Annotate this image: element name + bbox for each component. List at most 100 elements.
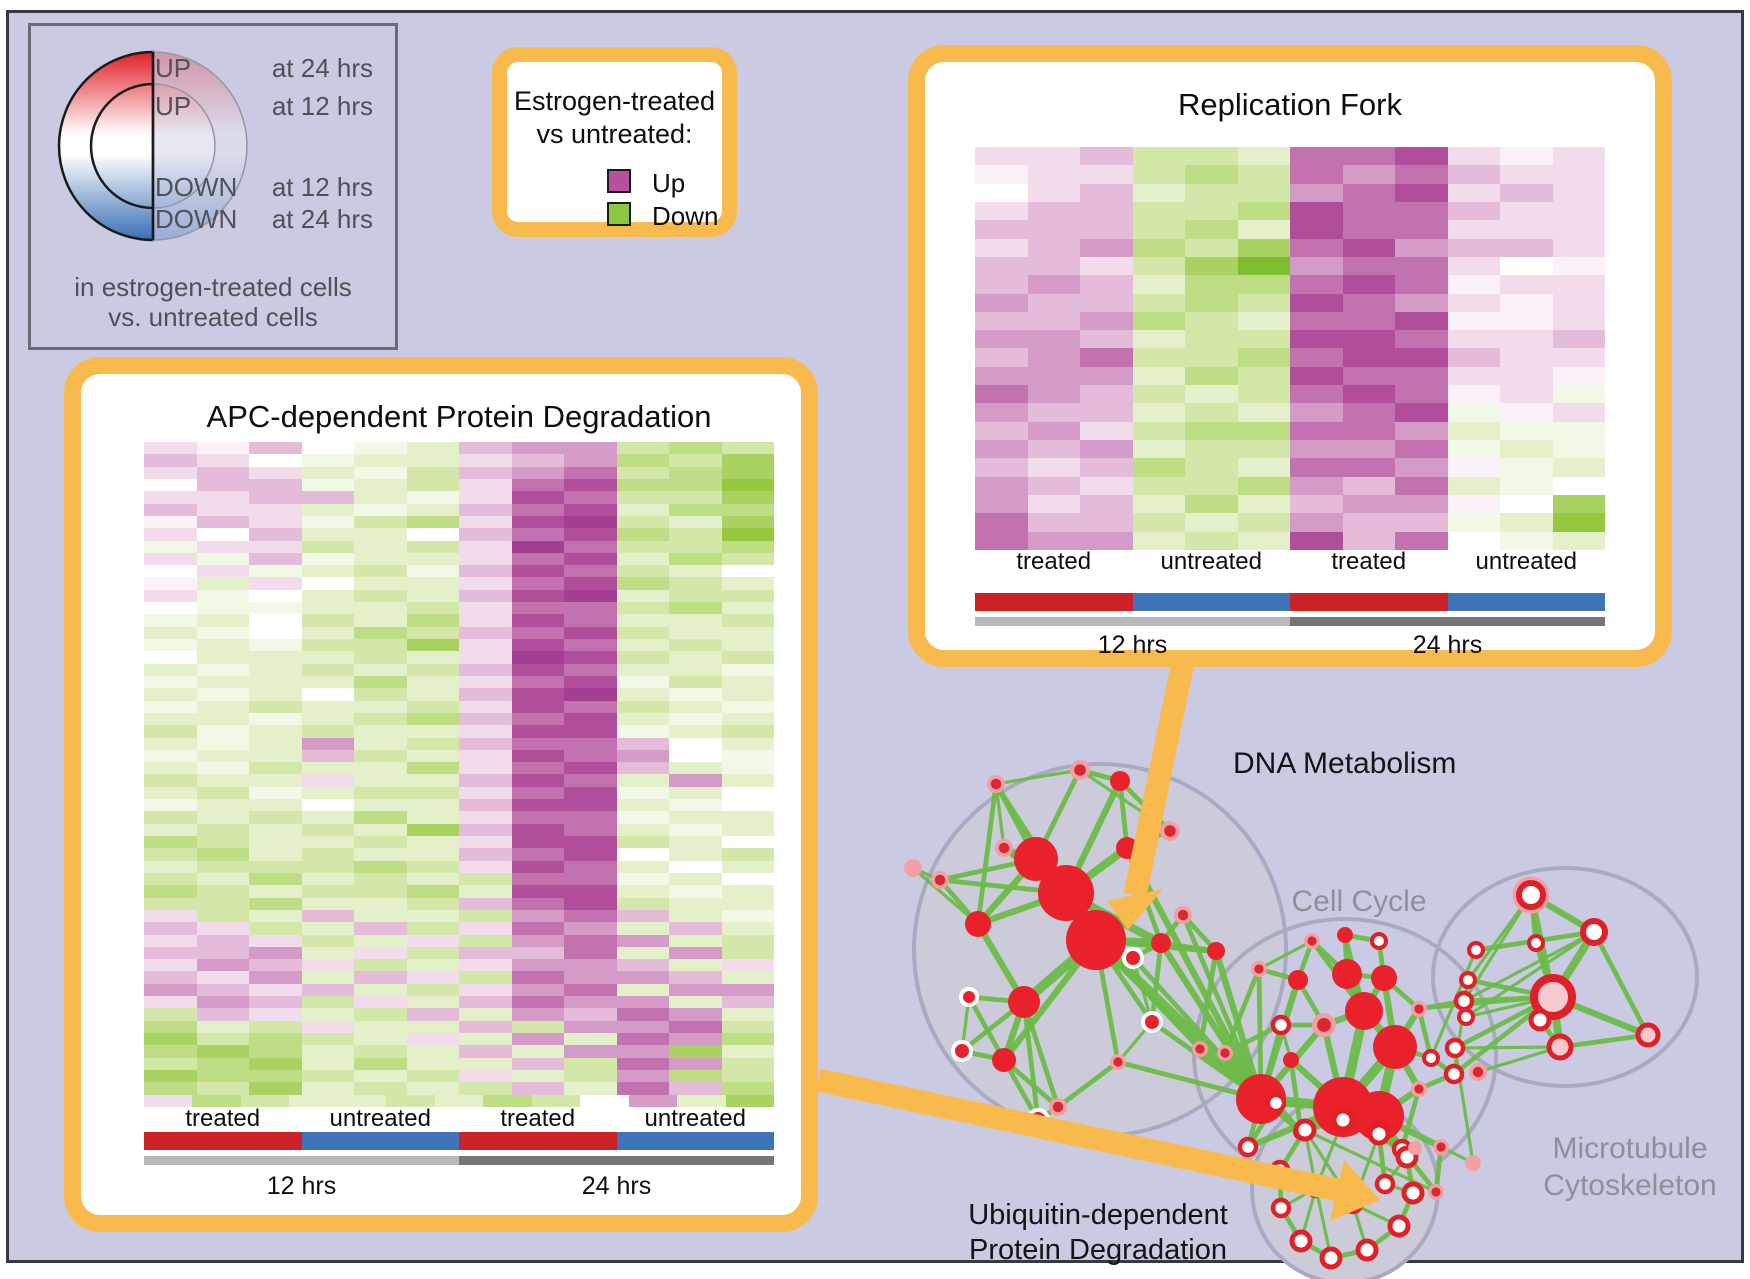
heatmap-cell: [511, 934, 564, 947]
network-edge: [1222, 1022, 1284, 1056]
network-edge: [1314, 1186, 1333, 1260]
heatmap-cell: [459, 823, 512, 836]
heatmap-cell: [249, 442, 302, 455]
heatmap-cell: [1395, 330, 1448, 349]
treatment-bar-segment: [301, 1132, 459, 1150]
time-label: 12 hrs: [266, 1172, 337, 1200]
heatmap-cell: [459, 565, 512, 578]
heatmap-cell: [1552, 165, 1605, 184]
heatmap-cell: [1395, 531, 1448, 550]
heatmap-cell: [289, 1094, 338, 1107]
heatmap-cell: [1447, 494, 1500, 514]
heatmap-cell: [721, 478, 774, 492]
treatment-bar-segment: [459, 1132, 617, 1150]
gene-node-pink: [1408, 1141, 1422, 1155]
heatmap-cell: [301, 515, 354, 529]
heatmap-cell: [721, 602, 774, 615]
heatmap-cell: [1447, 275, 1500, 294]
time-label: 24 hrs: [1412, 631, 1483, 659]
heatmap-cell: [1447, 385, 1500, 404]
heatmap-row: [975, 421, 1605, 440]
heatmap-cell: [1290, 513, 1343, 532]
heatmap-cell: [669, 614, 722, 627]
heatmap-cell: [511, 478, 564, 492]
heatmap-cell: [354, 1008, 407, 1021]
heatmap-cell: [1237, 476, 1290, 495]
heatmap-cell: [721, 725, 774, 738]
heatmap-cell: [511, 1008, 564, 1021]
heatmap-cell: [721, 663, 774, 676]
gene-node-red: [965, 911, 991, 937]
heatmap-cell: [1342, 348, 1395, 367]
gene-node-ring: [1270, 1197, 1292, 1219]
heatmap-cell: [196, 1020, 249, 1033]
network-edge: [1429, 948, 1478, 1060]
heatmap-cell: [406, 1033, 459, 1046]
gene-node-halo-core: [998, 842, 1010, 854]
heatmap-cell: [564, 885, 617, 898]
legend-direction-label: UP: [155, 91, 192, 121]
heatmap-cell: [354, 552, 407, 566]
heatmap-cell: [354, 786, 407, 800]
heatmap-cell: [1080, 513, 1133, 532]
network-edge: [1288, 1057, 1304, 1135]
heatmap-cell: [1185, 238, 1238, 257]
gene-node-halo-core: [1164, 825, 1176, 837]
heatmap-cell: [1395, 421, 1448, 440]
heatmap-cell: [1500, 220, 1553, 239]
heatmap-row: [144, 737, 774, 750]
heatmap-cell: [1552, 385, 1605, 404]
heatmap-cell: [301, 491, 354, 504]
heatmap-cell: [677, 1094, 726, 1107]
heatmap-cell: [459, 1020, 512, 1033]
heatmap-cell: [249, 552, 302, 566]
heatmap-cell: [406, 442, 459, 455]
heatmap-cell: [354, 515, 407, 529]
heatmap-cell: [354, 466, 407, 479]
heatmap-cell: [1185, 330, 1238, 349]
heatmap-cell: [249, 860, 302, 873]
heatmap-cell: [1395, 165, 1448, 184]
heatmap-cell: [721, 540, 774, 553]
heatmap-cell: [354, 762, 407, 775]
heatmap-cell: [511, 725, 564, 738]
heatmap-cell: [144, 1020, 197, 1033]
heatmap-cell: [616, 774, 669, 787]
heatmap-cell: [721, 786, 774, 800]
heatmap-cell: [1027, 403, 1080, 422]
up-color-swatch: [607, 169, 631, 193]
heatmap-cell: [564, 540, 617, 553]
heatmap-row: [144, 1020, 774, 1033]
heatmap-row: [975, 348, 1605, 367]
heatmap-cell: [196, 515, 249, 529]
heatmap-cell: [249, 478, 302, 492]
heatmap-cell: [1027, 440, 1080, 459]
heatmap-cell: [1342, 165, 1395, 184]
heatmap-cell: [1395, 220, 1448, 239]
heatmap-cell: [144, 565, 197, 578]
heatmap-row: [144, 897, 774, 910]
heatmap-cell: [249, 614, 302, 627]
network-edge: [1055, 1059, 1121, 1110]
heatmap-cell: [511, 811, 564, 824]
heatmap-cell: [406, 811, 459, 824]
gene-node-ring: [1453, 990, 1475, 1012]
heatmap-cell: [1500, 201, 1553, 221]
heatmap-cell: [564, 675, 617, 689]
heatmap-row: [144, 860, 774, 873]
heatmap-row: [975, 147, 1605, 166]
heatmap-cell: [301, 909, 354, 923]
heatmap-cell: [669, 872, 722, 886]
heatmap-cell: [196, 528, 249, 541]
heatmap-cell: [669, 466, 722, 479]
heatmap-cell: [144, 712, 197, 726]
heatmap-cell: [564, 614, 617, 627]
heatmap-cell: [144, 749, 197, 763]
heatmap-cell: [301, 799, 354, 812]
heatmap-cell: [669, 860, 722, 873]
heatmap-cell: [1342, 275, 1395, 294]
heatmap-cell: [975, 201, 1028, 221]
heatmap-cell: [721, 774, 774, 787]
heatmap-cell: [1237, 440, 1290, 459]
